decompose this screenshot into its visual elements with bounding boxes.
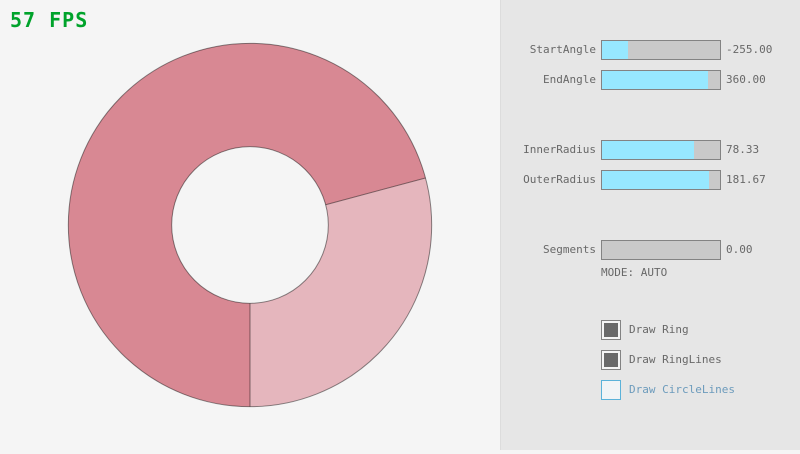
outerradius-row: OuterRadius 181.67: [501, 170, 800, 190]
outerradius-label: OuterRadius: [523, 173, 596, 186]
segments-value: 0.00: [726, 243, 753, 256]
ring-outer-line: [67, 42, 433, 408]
startangle-label: StartAngle: [529, 43, 596, 56]
innerradius-slider[interactable]: [601, 140, 721, 160]
innerradius-row: InnerRadius 78.33: [501, 140, 800, 160]
innerradius-slider-fill: [602, 141, 695, 159]
endangle-slider[interactable]: [601, 70, 721, 90]
render-canvas: 57 FPS: [10, 8, 433, 408]
startangle-row: StartAngle -255.00: [501, 40, 800, 60]
checkbox-draw-circlelines[interactable]: Draw CircleLines: [601, 380, 800, 400]
endangle-slider-fill: [602, 71, 709, 89]
draw-circlelines-label: Draw CircleLines: [629, 383, 735, 396]
draw-ring-label: Draw Ring: [629, 323, 689, 336]
endangle-label: EndAngle: [543, 73, 596, 86]
endangle-row: EndAngle 360.00: [501, 70, 800, 90]
endangle-value: 360.00: [726, 73, 766, 86]
draw-ringlines-label: Draw RingLines: [629, 353, 722, 366]
startangle-value: -255.00: [726, 43, 773, 56]
outerradius-slider-fill: [602, 171, 710, 189]
outerradius-value: 181.67: [726, 173, 766, 186]
ring-inner-line: [171, 146, 329, 304]
innerradius-value: 78.33: [726, 143, 760, 156]
fps-counter: 57 FPS: [10, 8, 89, 32]
ring-boundary-line-end: [325, 177, 426, 206]
mode-text: MODE: AUTO: [601, 266, 668, 279]
ring-graphic: [67, 42, 433, 408]
innerradius-label: InnerRadius: [523, 143, 596, 156]
draw-ring-checkbox[interactable]: [601, 320, 621, 340]
draw-ringlines-checkbox[interactable]: [601, 350, 621, 370]
segments-slider[interactable]: [601, 240, 721, 260]
startangle-slider[interactable]: [601, 40, 721, 60]
checkmark-square-icon: [604, 353, 618, 367]
segments-row: Segments 0.00: [501, 240, 800, 260]
startangle-slider-fill: [602, 41, 628, 59]
draw-circlelines-checkbox[interactable]: [601, 380, 621, 400]
checkbox-draw-ring[interactable]: Draw Ring: [601, 320, 800, 340]
control-panel: StartAngle -255.00 EndAngle 360.00 Inner…: [500, 0, 800, 450]
checkmark-square-icon: [604, 323, 618, 337]
segments-label: Segments: [543, 243, 596, 256]
checkbox-draw-ringlines[interactable]: Draw RingLines: [601, 350, 800, 370]
ring-sector-light: [250, 177, 432, 407]
ring-sector-dark: [68, 43, 426, 407]
outerradius-slider[interactable]: [601, 170, 721, 190]
